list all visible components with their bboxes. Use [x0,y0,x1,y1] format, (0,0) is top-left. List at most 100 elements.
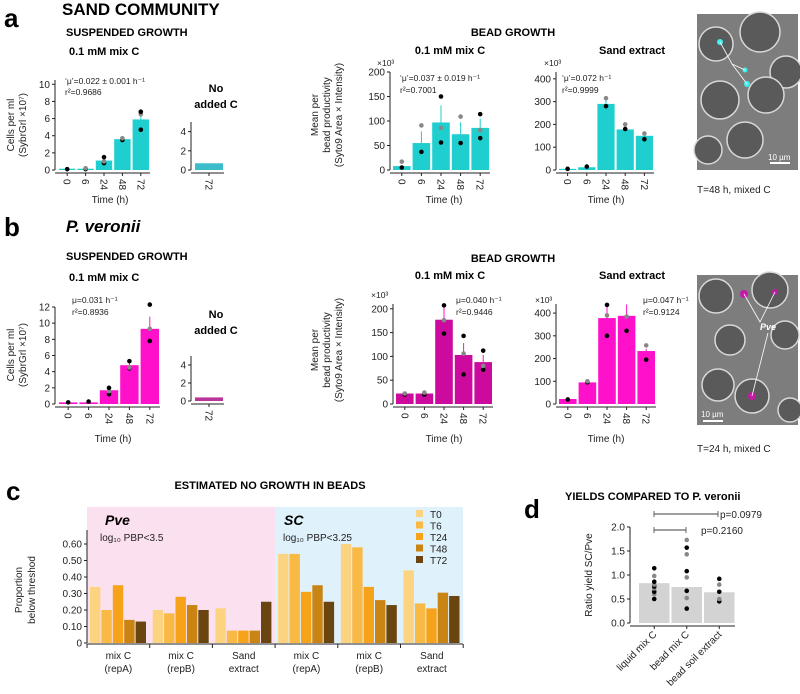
y-tick-label: 8 [44,335,50,346]
panel-a-r1: r²=0.9686 [65,87,102,97]
panel-a-mu2: ‘μ’=0.037 ± 0.019 h⁻¹ [400,73,480,83]
y-tick-label: 4 [44,367,50,378]
bar-t48 [186,605,198,643]
y-tick-label: 0.20 [63,606,83,617]
data-point [622,126,628,132]
data-point [441,331,447,336]
panel-a-r2: r²=0.7001 [400,85,437,95]
bar-t24 [426,608,437,643]
data-point [604,313,610,318]
panel-b-ylabel-2c: (Syto9 Area × Intensity) [334,298,345,402]
panel-a-bead-mixc-heading: 0.1 mM mix C [415,45,485,57]
y-tick-label: 200 [534,120,551,131]
panel-b-r1: r²=0.8936 [72,307,109,317]
x-tick-label: 72 [203,410,214,422]
panel-a-bead-heading: BEAD GROWTH [471,27,555,39]
x-tick-label: 0 [398,413,409,419]
data-point [438,125,444,131]
category-label-line2: (repB) [355,664,383,675]
micrograph-a-caption: T=48 h, mixed C [697,185,771,196]
bar [474,362,492,404]
y-tick-label: 150 [368,92,385,103]
y-tick-label: 2 [44,148,50,159]
bar-t6 [164,613,175,643]
bar-t48 [249,630,260,643]
panel-d-title: YIELDS COMPARED TO P. veronii [565,491,740,503]
data-point [441,303,447,308]
data-point [65,400,71,405]
category-label: mix C (repA) [293,651,321,675]
data-point [643,343,649,348]
x-tick-label: 24 [103,413,114,425]
panel-c-sc-label: SC [284,512,304,528]
panel-a-noc-line2: added C [194,99,237,111]
panel-a-mu1: ‘μ’=0.022 ± 0.001 h⁻¹ [65,76,145,86]
data-point [603,95,609,101]
category-label-line1: mix C [106,651,132,662]
category-label: mix C (repB) [355,651,383,675]
data-point [604,302,610,308]
y-tick-label: 6 [44,114,50,125]
data-point [438,94,444,99]
data-point [585,378,590,384]
bar [415,393,434,404]
panel-d-letter: d [524,494,540,524]
data-point [106,385,112,391]
data-point [651,596,657,602]
legend-swatch-t6 [416,521,423,529]
legend-swatch-t72 [416,556,423,563]
data-point [480,367,486,373]
y-tick-label: 10 [39,80,51,91]
panel-b-title: P. veronii [66,217,142,236]
bar-t6 [226,630,238,643]
y-tick-label: 0 [44,166,50,177]
data-point [651,573,657,579]
data-point [419,123,424,128]
panel-c-ylabel-2: below threshod [27,556,38,624]
bar-t48 [124,619,135,643]
bar [120,365,139,404]
bar-t6 [414,603,426,643]
y-tick-label: 0.0 [611,619,625,630]
data-point [684,545,690,550]
y-tick-label: 50 [374,141,386,152]
y-tick-label: 0.10 [63,622,83,633]
x-tick-label: 48 [454,179,465,191]
data-point [651,589,657,595]
data-point [477,111,483,117]
category-label-line1: Sand [420,651,443,662]
panel-a-ylabel-2b: bead productivity [322,77,333,153]
legend-label-t48: T48 [430,545,448,556]
x-tick-label: 6 [418,413,429,419]
bar [471,127,489,170]
y-tick-label: 0.30 [63,589,83,600]
bar [99,390,119,404]
data-point [461,351,466,356]
panel-b-mu3: μ=0.047 h⁻¹ [643,295,689,305]
chart-b-noc: 0 2 4 72 [180,356,224,422]
panel-a-x1000-2: ×10³ [544,58,561,68]
y-tick-label: 0 [545,400,551,411]
panel-a-x1000-1: ×10³ [377,58,394,68]
y-tick-label: 0 [382,400,388,411]
panel-a-mixc-heading: 0.1 mM mix C [69,46,139,58]
legend-swatch-t48 [416,544,423,552]
micrograph-b-pve-label: Pve [760,322,776,332]
y-tick-label: 4 [180,127,186,138]
data-point [458,114,463,119]
x-tick-label: 24 [438,413,449,425]
y-tick-label: 4 [180,361,186,372]
data-point [399,165,405,170]
panel-a-ylabel-1b: (SybrGrl ×10⁷) [18,93,29,157]
panel-a-xlabel-2: Time (h) [426,195,463,206]
category-label-line1: mix C [356,651,382,662]
data-point [624,314,629,319]
bar [432,122,450,170]
panel-a-bead-sand-heading: Sand extract [599,45,665,57]
y-tick-label: 4 [44,131,50,142]
panel-a-ylabel-2c: (Syto9 Area × Intensity) [334,63,345,167]
data-point [604,333,610,339]
panel-a-ylabel-1a: Cells per ml [6,99,17,152]
data-point [458,140,463,146]
